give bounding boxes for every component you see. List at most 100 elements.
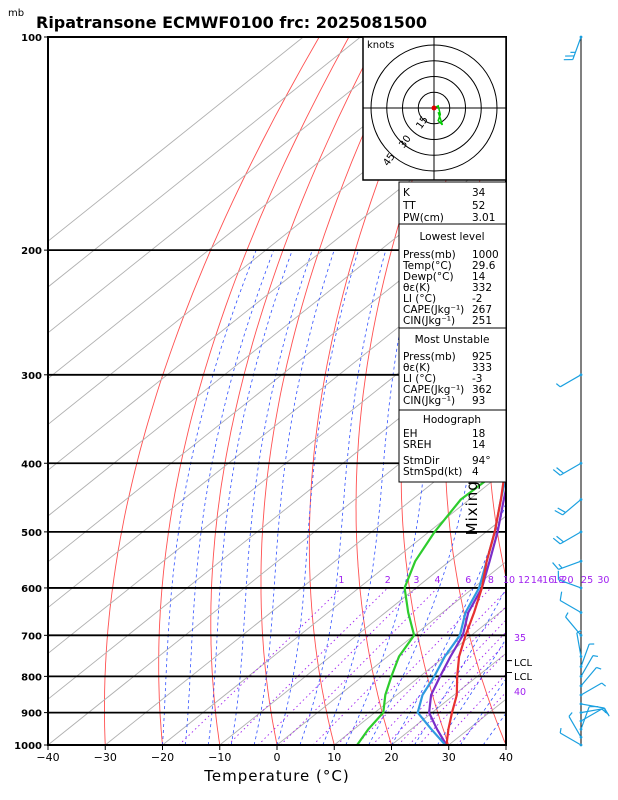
wind-barb <box>576 629 583 658</box>
mixing-ratio-line <box>408 642 506 745</box>
x-tick-label: −30 <box>94 751 117 764</box>
index-value: 14 <box>472 439 486 451</box>
theta-label-40: 40 <box>514 687 526 698</box>
mixing-ratio-line <box>336 587 492 745</box>
indices-frame <box>398 181 507 483</box>
idx-tt-label: TT <box>402 200 416 212</box>
moist-adiabat <box>276 249 359 745</box>
x-tick-label: 20 <box>385 751 399 764</box>
index-label: StmSpd(kt) <box>403 466 462 478</box>
moist-adiabat <box>368 250 498 745</box>
y-tick-label: 800 <box>21 672 42 683</box>
isotherm <box>219 515 506 745</box>
wind-barb <box>552 559 583 570</box>
index-value: 333 <box>472 362 492 374</box>
pressure-axis: 100 200 300 400 500 600 700 800 900 1000 <box>14 33 48 752</box>
wind-barb <box>579 643 595 669</box>
x-tick-label: −20 <box>151 751 174 764</box>
idx-tt-value: 52 <box>472 200 485 212</box>
index-label: SREH <box>403 439 432 451</box>
isotherm <box>48 37 361 288</box>
index-value: 4 <box>472 466 479 478</box>
wind-barb <box>552 461 583 476</box>
isotherm <box>104 423 506 745</box>
mixing-ratio-label: 10 <box>503 575 515 586</box>
mixing-ratio-label: 25 <box>581 575 593 586</box>
index-label: θε(K) <box>403 362 430 374</box>
wind-barb <box>579 666 602 688</box>
hodograph-unit: knots <box>367 40 394 51</box>
y-tick-label: 700 <box>21 631 42 642</box>
lcl-label-2: LCL <box>514 672 533 683</box>
isotherm <box>48 37 304 242</box>
mixing-ratio-label: 16 <box>542 575 554 586</box>
mixing-ratio-label: 14 <box>531 575 543 586</box>
moist-adiabat <box>207 249 293 745</box>
mixing-ratio-label: 20 <box>561 575 573 586</box>
lowest-level-header: Lowest level <box>419 231 484 243</box>
mixing-ratio-line <box>355 590 506 745</box>
index-value: 251 <box>472 315 492 327</box>
index-value: 1000 <box>472 249 499 261</box>
index-value: 332 <box>472 282 492 294</box>
index-label: StmDir <box>403 455 440 467</box>
mixing-ratio-line <box>227 587 389 745</box>
lcl-label-1: LCL <box>514 658 533 669</box>
wind-barb <box>557 570 583 590</box>
moist-adiabat <box>253 249 335 745</box>
isotherm <box>276 561 506 745</box>
dry-adiabat <box>260 37 409 745</box>
isotherm <box>48 37 419 334</box>
index-label: Dewp(°C) <box>403 271 454 283</box>
index-label: LI (°C) <box>403 293 436 305</box>
wind-barb <box>552 530 583 545</box>
x-tick-label: 40 <box>499 751 513 764</box>
wind-barbs <box>552 35 610 747</box>
y-tick-label: 300 <box>21 371 42 382</box>
mixing-ratio-line <box>178 587 342 745</box>
isotherm <box>48 37 476 380</box>
theta-label-35: 35 <box>514 633 526 644</box>
index-label: Press(mb) <box>403 249 456 261</box>
index-value: 925 <box>472 351 492 363</box>
mixing-ratio-label: 4 <box>434 575 440 586</box>
x-axis-label: Temperature (°C) <box>203 767 349 785</box>
mixing-ratio-label: 3 <box>413 575 419 586</box>
mixing-ratio-label: 18 <box>552 575 564 586</box>
parcel-curve <box>428 484 506 745</box>
index-value: 267 <box>472 304 492 316</box>
index-value: 14 <box>472 271 486 283</box>
y-tick-label: 900 <box>21 709 42 720</box>
index-label: Press(mb) <box>403 351 456 363</box>
dry-adiabat <box>355 37 468 745</box>
wind-barb <box>563 35 583 61</box>
idx-pw-value: 3.01 <box>472 212 495 224</box>
idx-k-label: K <box>403 187 411 199</box>
wind-barb <box>559 727 583 747</box>
chart-title: Ripatransone ECMWF0100 frc: 2025081500 <box>36 13 427 32</box>
index-label: Temp(°C) <box>402 260 452 272</box>
dry-adiabat <box>158 37 350 745</box>
dry-adiabat <box>607 37 618 745</box>
wind-barb <box>565 612 583 637</box>
y-tick-label: 100 <box>21 33 42 44</box>
moist-adiabat <box>299 249 387 745</box>
index-value: 29.6 <box>472 260 496 272</box>
index-value: 94° <box>472 455 491 467</box>
x-tick-label: −10 <box>208 751 231 764</box>
temperature-axis: −40 −30 −20 −10 0 10 20 30 40 <box>36 745 513 764</box>
indices-panel: K 34 TT 52 PW(cm) 3.01 Lowest level Pres… <box>398 181 507 483</box>
isotherm <box>48 286 506 654</box>
y-tick-label: 1000 <box>14 741 42 752</box>
dry-adiabat <box>568 37 618 745</box>
mixing-ratio-line <box>385 619 506 745</box>
mixing-ratio-label: 1 <box>338 575 344 586</box>
index-value: -2 <box>472 293 482 305</box>
mixing-ratio-label: 30 <box>597 575 609 586</box>
wind-barb <box>555 373 583 388</box>
mixing-ratio-line <box>312 587 469 745</box>
index-label: LI (°C) <box>403 373 436 385</box>
y-tick-label: 200 <box>21 246 42 257</box>
index-label: EH <box>403 428 418 440</box>
